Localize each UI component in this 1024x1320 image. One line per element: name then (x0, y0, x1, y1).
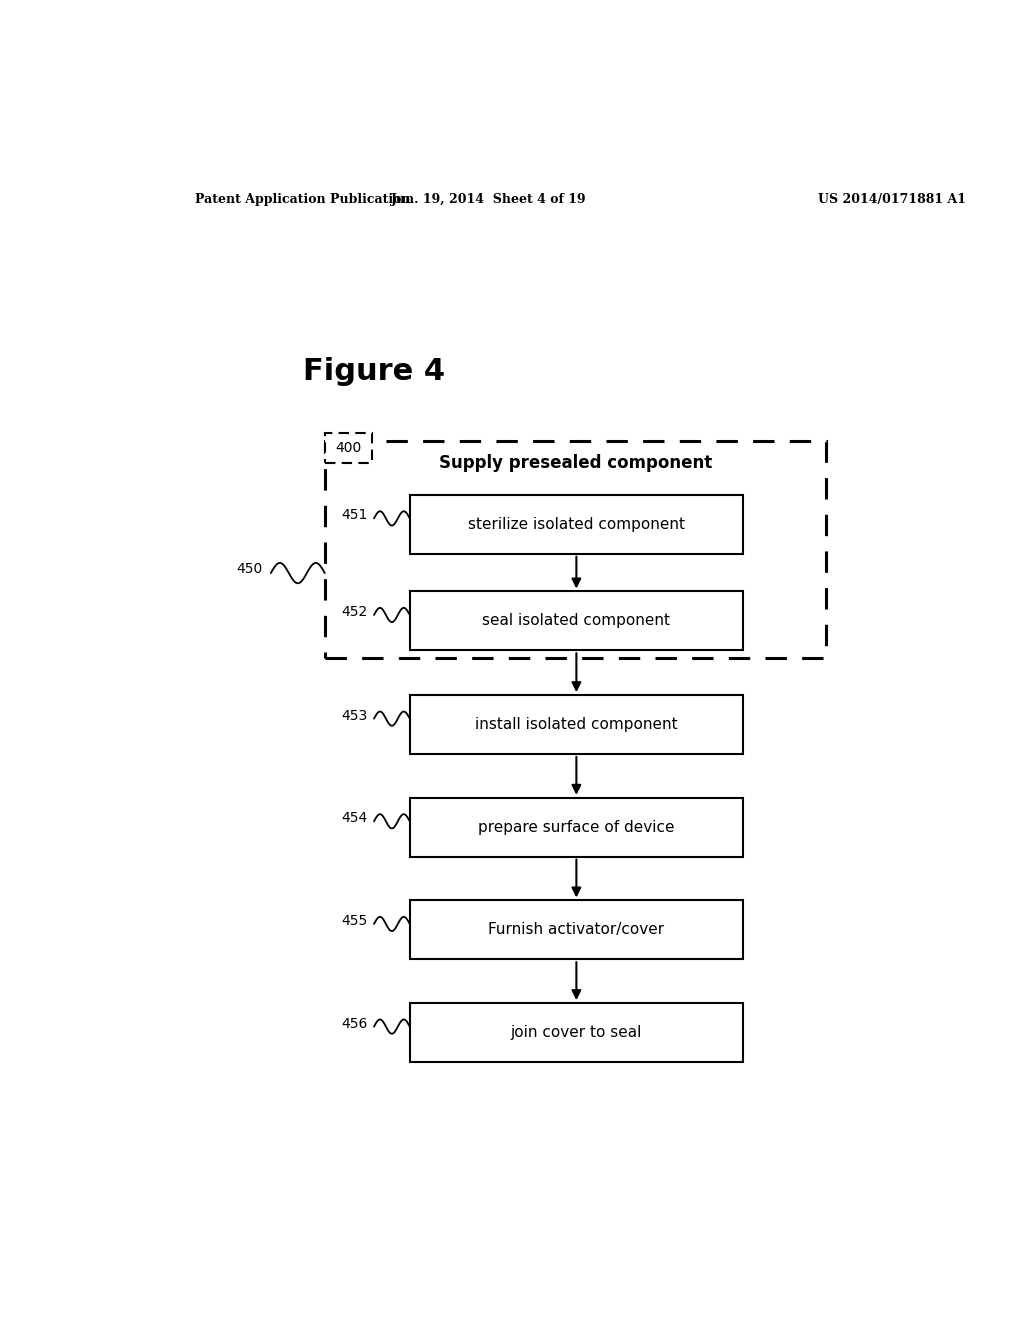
Text: 456: 456 (341, 1016, 368, 1031)
Text: seal isolated component: seal isolated component (482, 614, 671, 628)
Text: 451: 451 (341, 508, 368, 523)
Text: join cover to seal: join cover to seal (511, 1026, 642, 1040)
Text: 453: 453 (341, 709, 368, 722)
Bar (410, 591, 743, 651)
Text: 452: 452 (341, 605, 368, 619)
Bar (410, 1003, 743, 1063)
Text: 454: 454 (341, 812, 368, 825)
Text: install isolated component: install isolated component (475, 717, 678, 733)
Bar (325, 441, 826, 659)
Text: US 2014/0171881 A1: US 2014/0171881 A1 (818, 193, 967, 206)
Text: Patent Application Publication: Patent Application Publication (196, 193, 411, 206)
Text: Figure 4: Figure 4 (303, 358, 444, 387)
Bar (410, 495, 743, 554)
Text: 450: 450 (237, 562, 263, 576)
Bar (325, 433, 373, 463)
Bar (410, 797, 743, 857)
Text: Supply presealed component: Supply presealed component (439, 454, 713, 473)
Text: sterilize isolated component: sterilize isolated component (468, 517, 685, 532)
Text: Furnish activator/cover: Furnish activator/cover (488, 923, 665, 937)
Text: 400: 400 (336, 441, 361, 455)
Text: Jun. 19, 2014  Sheet 4 of 19: Jun. 19, 2014 Sheet 4 of 19 (391, 193, 587, 206)
Bar (410, 696, 743, 754)
Text: prepare surface of device: prepare surface of device (478, 820, 675, 834)
Text: 455: 455 (341, 913, 368, 928)
Bar (410, 900, 743, 960)
